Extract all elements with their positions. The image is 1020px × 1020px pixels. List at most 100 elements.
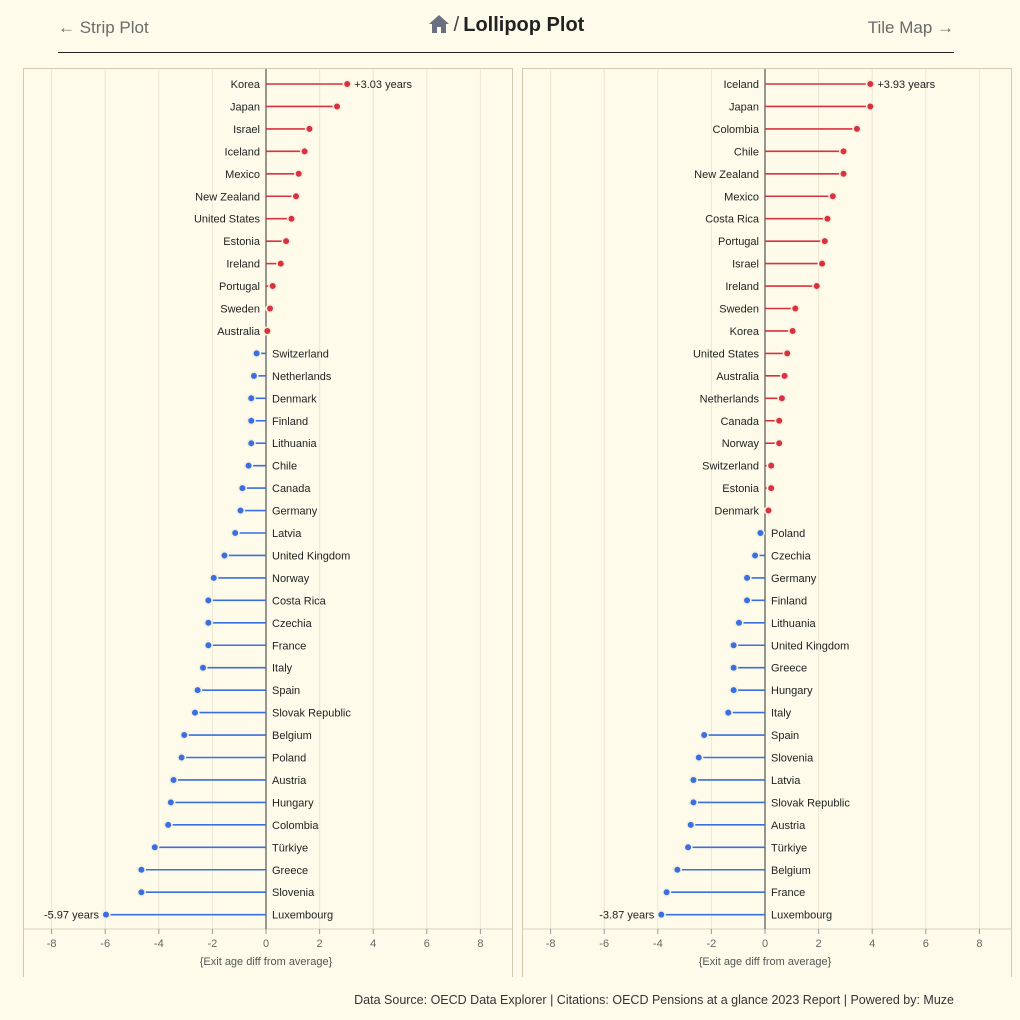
lollipop-dot[interactable] <box>812 281 822 291</box>
lollipop-dot[interactable] <box>662 887 672 897</box>
lollipop-dot[interactable] <box>237 483 248 493</box>
lollipop-dot[interactable] <box>136 865 146 875</box>
lollipop-dot[interactable] <box>294 169 304 179</box>
lollipop-row[interactable]: Korea +3.03 years <box>231 79 413 91</box>
lollipop-dot[interactable] <box>168 775 179 785</box>
lollipop-row[interactable]: New Zealand <box>694 169 849 181</box>
lollipop-row[interactable]: United States <box>194 214 297 226</box>
lollipop-dot[interactable] <box>230 528 240 538</box>
lollipop-dot[interactable] <box>755 528 766 538</box>
lollipop-row[interactable]: Latvia <box>688 775 802 787</box>
lollipop-dot[interactable] <box>774 416 784 426</box>
lollipop-dot[interactable] <box>268 281 278 291</box>
lollipop-row[interactable]: Japan <box>230 101 342 113</box>
lollipop-dot[interactable] <box>166 797 176 808</box>
lollipop-row[interactable]: Canada <box>237 483 312 495</box>
lollipop-dot[interactable] <box>203 618 213 628</box>
lollipop-dot[interactable] <box>243 461 254 471</box>
lollipop-dot[interactable] <box>190 707 200 718</box>
lollipop-row[interactable]: Denmark <box>714 505 774 518</box>
lollipop-dot[interactable] <box>193 685 203 695</box>
lollipop-dot[interactable] <box>766 461 776 471</box>
lollipop-dot[interactable] <box>252 348 262 359</box>
lollipop-row[interactable]: United Kingdom <box>729 640 849 652</box>
lollipop-dot[interactable] <box>235 505 246 516</box>
lollipop-dot[interactable] <box>734 618 744 628</box>
lollipop-dot[interactable] <box>688 775 699 785</box>
lollipop-dot[interactable] <box>246 438 256 448</box>
lollipop-dot[interactable] <box>203 640 213 650</box>
lollipop-dot[interactable] <box>788 326 798 336</box>
home-icon[interactable] <box>428 14 450 40</box>
lollipop-dot[interactable] <box>729 663 739 673</box>
next-chart-link[interactable]: Tile Map → <box>867 18 954 37</box>
lollipop-row[interactable]: Switzerland <box>252 348 329 360</box>
lollipop-dot[interactable] <box>686 820 696 830</box>
lollipop-row[interactable]: Sweden <box>220 303 275 316</box>
lollipop-dot[interactable] <box>865 79 875 89</box>
lollipop-dot[interactable] <box>779 371 790 381</box>
lollipop-row[interactable]: Ireland <box>725 281 822 293</box>
lollipop-row[interactable]: Iceland +3.93 years <box>724 79 936 91</box>
lollipop-row[interactable]: Germany <box>235 505 318 518</box>
lollipop-dot[interactable] <box>723 707 733 718</box>
lollipop-row[interactable]: Luxembourg -3.87 years <box>599 910 832 922</box>
lollipop-row[interactable]: Poland <box>176 753 306 765</box>
lollipop-row[interactable]: Lithuania <box>246 438 318 450</box>
lollipop-dot[interactable] <box>828 191 838 201</box>
lollipop-row[interactable]: Belgium <box>179 730 312 742</box>
lollipop-dot[interactable] <box>822 214 833 224</box>
lollipop-row[interactable]: Austria <box>686 820 806 832</box>
lollipop-row[interactable]: Slovenia <box>136 887 315 899</box>
lollipop-row[interactable]: Costa Rica <box>705 214 833 226</box>
lollipop-dot[interactable] <box>820 236 830 246</box>
lollipop-row[interactable]: Australia <box>217 326 272 338</box>
lollipop-row[interactable]: Finland <box>742 595 807 607</box>
lollipop-dot[interactable] <box>865 101 875 112</box>
lollipop-dot[interactable] <box>729 640 739 650</box>
lollipop-row[interactable]: Portugal <box>718 236 830 248</box>
lollipop-row[interactable]: Ireland <box>226 259 286 271</box>
lollipop-row[interactable]: Colombia <box>713 124 862 136</box>
lollipop-dot[interactable] <box>766 483 776 493</box>
lollipop-row[interactable]: Australia <box>716 371 790 383</box>
lollipop-dot[interactable] <box>332 101 342 112</box>
lollipop-row[interactable]: Estonia <box>223 236 291 248</box>
lollipop-dot[interactable] <box>683 842 693 852</box>
lollipop-dot[interactable] <box>777 393 787 403</box>
lollipop-row[interactable]: Slovak Republic <box>190 707 351 720</box>
lollipop-dot[interactable] <box>276 259 286 269</box>
lollipop-row[interactable]: United Kingdom <box>219 550 351 562</box>
lollipop-row[interactable]: Germany <box>742 573 817 585</box>
lollipop-dot[interactable] <box>101 910 111 920</box>
lollipop-dot[interactable] <box>774 438 784 448</box>
lollipop-row[interactable]: Iceland <box>225 146 310 158</box>
lollipop-dot[interactable] <box>742 595 752 605</box>
lollipop-dot[interactable] <box>694 752 704 763</box>
lollipop-dot[interactable] <box>688 797 699 808</box>
lollipop-dot[interactable] <box>817 259 827 269</box>
lollipop-dot[interactable] <box>179 730 189 740</box>
lollipop-row[interactable]: Poland <box>755 528 806 540</box>
lollipop-row[interactable]: Greece <box>136 865 308 877</box>
lollipop-dot[interactable] <box>281 236 291 246</box>
lollipop-row[interactable]: Slovenia <box>694 752 814 765</box>
lollipop-row[interactable]: France <box>203 640 307 652</box>
lollipop-row[interactable]: New Zealand <box>195 191 301 203</box>
lollipop-dot[interactable] <box>763 505 774 516</box>
lollipop-row[interactable]: Czechia <box>203 618 313 630</box>
lollipop-dot[interactable] <box>265 303 275 314</box>
lollipop-dot[interactable] <box>203 595 213 605</box>
lollipop-dot[interactable] <box>782 348 792 359</box>
lollipop-dot[interactable] <box>150 842 160 852</box>
lollipop-row[interactable]: United States <box>693 348 792 360</box>
lollipop-dot[interactable] <box>136 887 146 897</box>
lollipop-dot[interactable] <box>246 416 256 426</box>
lollipop-row[interactable]: Slovak Republic <box>688 797 851 809</box>
lollipop-row[interactable]: Türkiye <box>150 842 308 854</box>
lollipop-dot[interactable] <box>790 303 800 314</box>
lollipop-row[interactable]: Belgium <box>672 865 811 877</box>
lollipop-dot[interactable] <box>163 820 173 830</box>
lollipop-dot[interactable] <box>299 146 310 156</box>
lollipop-dot[interactable] <box>246 393 256 403</box>
